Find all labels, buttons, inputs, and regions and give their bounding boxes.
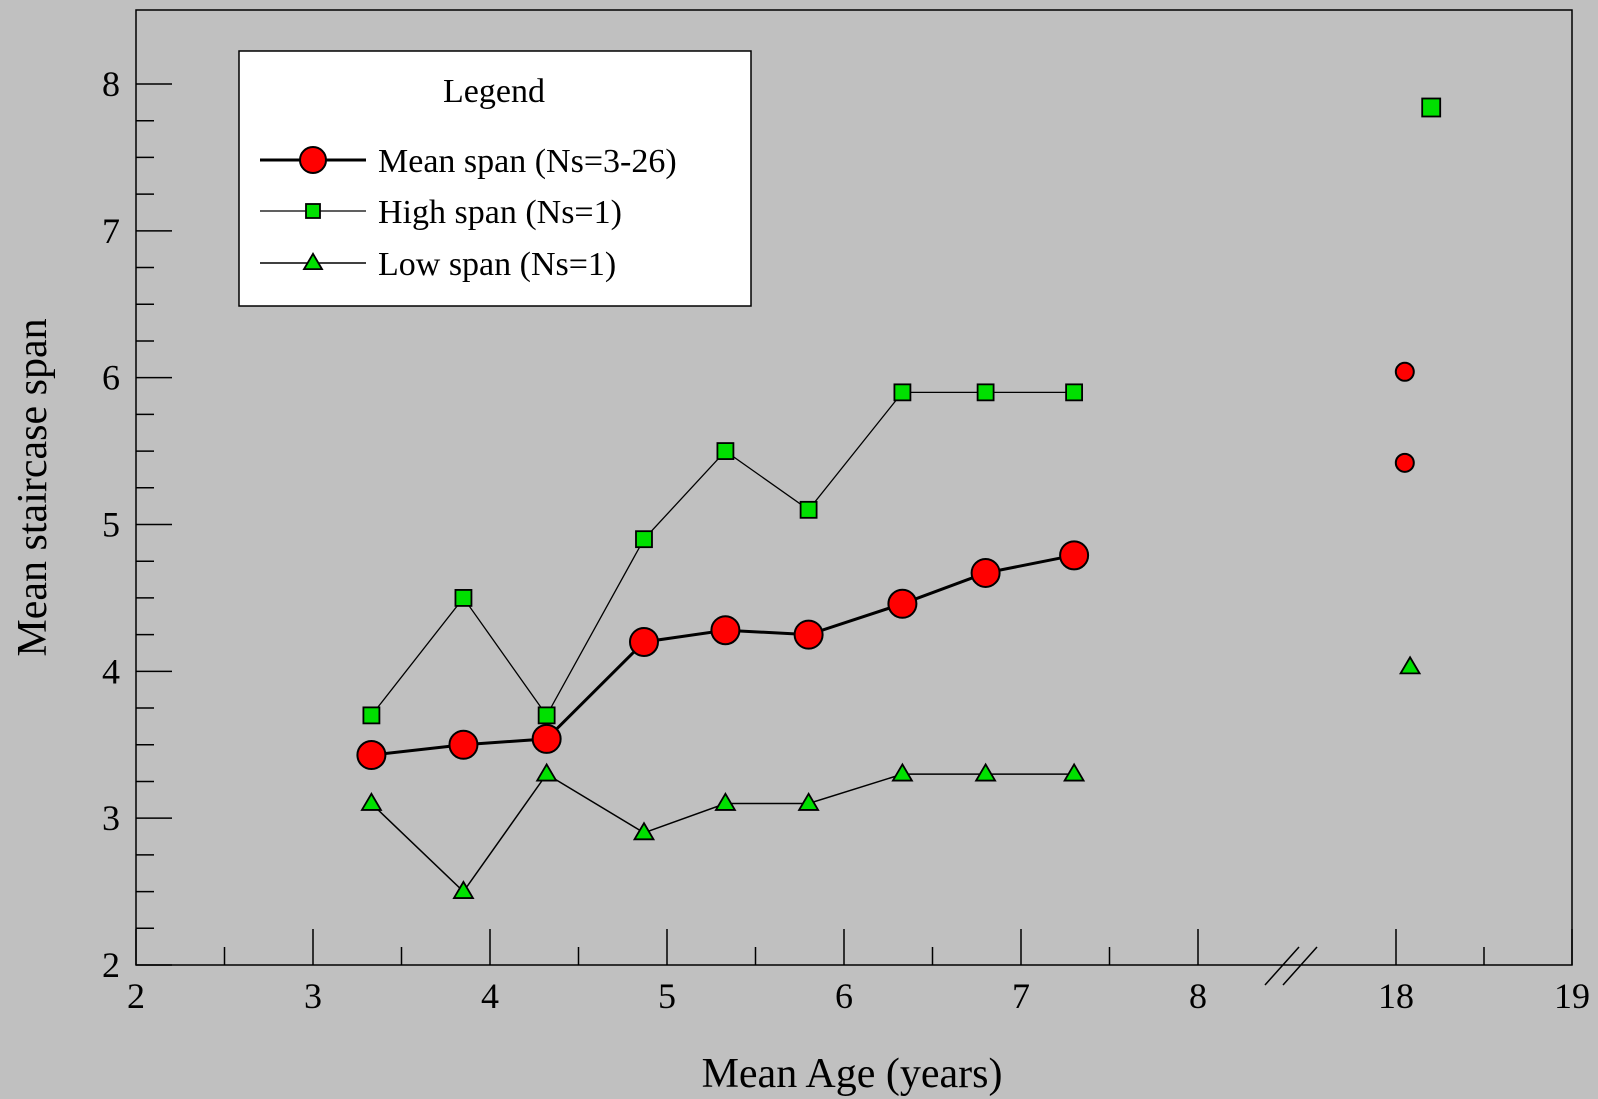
data-point-square	[362, 706, 381, 725]
legend-entry: High span (Ns=1)	[378, 194, 622, 231]
adult-point-circle	[1394, 361, 1415, 382]
legend-marker-triangle	[302, 252, 324, 271]
x-axis-title: Mean Age (years)	[702, 1051, 1003, 1097]
data-point-triangle	[714, 792, 737, 811]
data-point-circle	[710, 615, 741, 646]
axis-break-mark	[1282, 946, 1318, 986]
legend-entry: Mean span (Ns=3-26)	[378, 143, 677, 180]
data-point-triangle	[797, 792, 820, 811]
data-point-square	[976, 383, 995, 402]
data-point-triangle	[632, 821, 656, 841]
x-tick-label: 18	[1378, 976, 1414, 1016]
data-point-triangle	[974, 762, 997, 782]
y-tick-label: 7	[102, 211, 120, 251]
y-tick-label: 2	[102, 945, 120, 985]
adult-point-circle	[1394, 452, 1415, 473]
series-square	[362, 383, 1083, 725]
data-point-circle	[970, 557, 1001, 588]
legend-title: Legend	[443, 73, 545, 110]
data-point-square	[799, 500, 818, 519]
data-point-circle	[356, 740, 387, 771]
y-tick-label: 5	[102, 505, 120, 545]
data-point-circle	[448, 729, 479, 760]
y-tick-label: 6	[102, 358, 120, 398]
data-point-square	[716, 442, 735, 460]
data-point-triangle	[891, 762, 914, 782]
legend-marker-square	[305, 203, 321, 219]
x-tick-label: 19	[1554, 976, 1590, 1016]
adult-point-square	[1421, 97, 1442, 118]
x-tick-label: 3	[304, 976, 322, 1016]
x-tick-label: 2	[127, 976, 145, 1016]
data-point-triangle	[1063, 762, 1086, 782]
data-point-square	[635, 530, 653, 549]
x-tick-label: 4	[481, 976, 499, 1016]
y-tick-label: 4	[102, 651, 120, 691]
data-point-square	[1065, 383, 1083, 402]
x-tick-label: 6	[835, 976, 853, 1016]
x-tick-label: 8	[1189, 976, 1207, 1016]
legend-marker-circle	[299, 146, 327, 174]
data-point-triangle	[535, 762, 558, 782]
data-point-circle	[887, 588, 918, 619]
y-axis-title: Mean staircase span	[10, 318, 56, 656]
series-triangle	[360, 762, 1086, 899]
data-point-triangle	[452, 880, 475, 899]
x-tick-label: 7	[1012, 976, 1030, 1016]
data-point-circle	[628, 626, 659, 657]
y-tick-label: 3	[102, 798, 120, 838]
adult-point-triangle	[1399, 655, 1422, 675]
data-point-triangle	[360, 792, 383, 811]
data-point-circle	[793, 619, 824, 650]
legend-entry: Low span (Ns=1)	[378, 246, 616, 283]
axis-break-mark	[1264, 946, 1300, 986]
y-tick-label: 8	[102, 64, 120, 104]
data-point-circle	[531, 723, 562, 754]
x-tick-label: 5	[658, 976, 676, 1016]
data-point-circle	[1059, 540, 1090, 571]
data-point-square	[454, 589, 473, 607]
data-point-square	[537, 706, 556, 725]
data-point-square	[893, 383, 912, 402]
series-circle	[356, 540, 1090, 771]
